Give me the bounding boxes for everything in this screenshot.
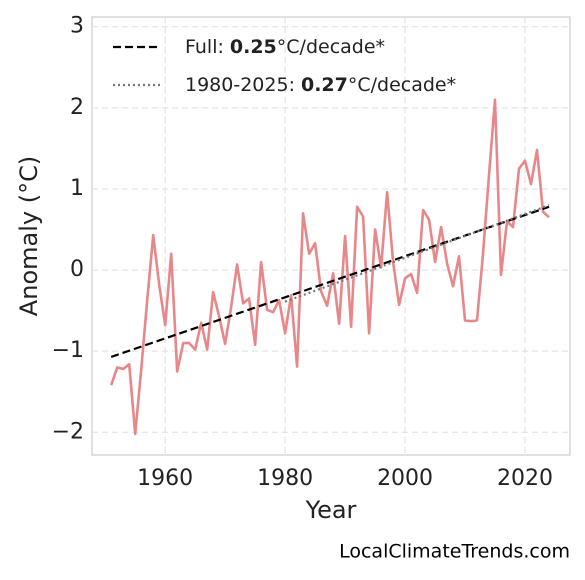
legend-unit: °C/decade*	[348, 74, 456, 96]
y-tick-label: −1	[52, 338, 84, 363]
watermark: LocalClimateTrends.com	[339, 541, 570, 563]
data-line	[109, 98, 550, 436]
y-tick-label: 3	[70, 14, 84, 39]
x-tick-label: 2000	[377, 466, 433, 491]
x-tick-label: 2020	[497, 466, 553, 491]
y-tick-label: 1	[70, 176, 84, 201]
x-tick-label: 1980	[257, 466, 313, 491]
legend-unit: °C/decade*	[277, 36, 385, 58]
legend-label: 1980-2025: 0.27°C/decade*	[185, 74, 456, 96]
legend-name: Full:	[185, 36, 224, 58]
legend-slope: 0.25	[230, 36, 277, 58]
plot-frame	[91, 16, 571, 456]
trend-line	[110, 205, 550, 358]
legend-label: Full: 0.25°C/decade*	[185, 36, 385, 58]
legend-name: 1980-2025:	[185, 74, 295, 96]
y-tick-label: 2	[70, 95, 84, 120]
legend-slope: 0.27	[301, 74, 348, 96]
y-tick-label: −2	[52, 419, 84, 444]
y-tick-label: 0	[70, 257, 84, 282]
x-tick-label: 1960	[137, 466, 193, 491]
x-axis-label: Year	[305, 496, 357, 524]
trend-line	[284, 204, 550, 303]
y-axis-label: Anomaly (°C)	[15, 156, 43, 316]
